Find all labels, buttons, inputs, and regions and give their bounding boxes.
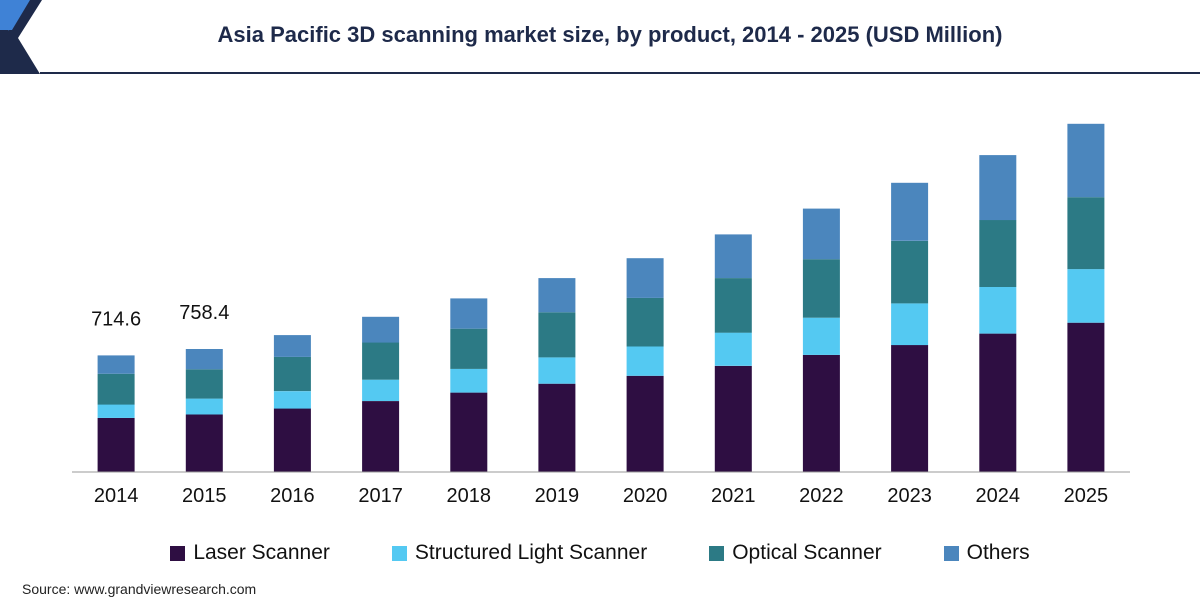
bar-2016-laser-scanner — [273, 408, 311, 472]
x-tick-label-2022: 2022 — [799, 485, 844, 507]
bar-2022-structured-light-scanner — [802, 317, 840, 355]
bar-2014-laser-scanner — [97, 417, 135, 472]
bar-2015-laser-scanner — [185, 414, 223, 472]
x-tick-label-2015: 2015 — [182, 485, 227, 507]
bar-2024-optical-scanner — [979, 220, 1017, 287]
bar-2014-structured-light-scanner — [97, 404, 135, 418]
x-tick-label-2020: 2020 — [623, 485, 668, 507]
bar-2016-others — [273, 335, 311, 357]
bar-2022-others — [802, 208, 840, 260]
bar-2017-structured-light-scanner — [362, 379, 400, 401]
x-tick-labels: 2014 2015 2016 2017 2018 2019 2020 2021 2022 2023… — [94, 485, 1108, 507]
x-tick-label-2024: 2024 — [976, 485, 1021, 507]
x-tick-label-2016: 2016 — [270, 485, 315, 507]
bar-2024-others — [979, 155, 1017, 221]
legend: Laser Scanner Structured Light Scanner Opt… — [0, 539, 1200, 567]
bar-2020-structured-light-scanner — [626, 346, 664, 376]
bar-2018-others — [450, 298, 488, 329]
x-tick-label-2021: 2021 — [711, 485, 756, 507]
bar-2021-laser-scanner — [714, 365, 752, 472]
legend-swatch-laser-scanner — [170, 545, 186, 561]
bar-2017-others — [362, 316, 400, 343]
bar-2018-optical-scanner — [450, 328, 488, 369]
legend-label-laser-scanner: Laser Scanner — [193, 541, 330, 564]
chart-title: Asia Pacific 3D scanning market size, by… — [217, 22, 1003, 47]
bar-2020-laser-scanner — [626, 375, 664, 472]
bar-layer — [97, 123, 1105, 472]
x-tick-label-2023: 2023 — [887, 485, 932, 507]
bar-2021-structured-light-scanner — [714, 332, 752, 366]
bar-2020-others — [626, 258, 664, 298]
bar-2021-others — [714, 234, 752, 278]
legend-item-optical-scanner: Optical Scanner — [709, 541, 882, 565]
legend-swatch-structured-light-scanner — [391, 545, 407, 561]
bar-2023-structured-light-scanner — [891, 303, 929, 346]
bar-2024-laser-scanner — [979, 333, 1017, 472]
stacked-bar-chart: 2014 2015 2016 2017 2018 2019 2020 2021 2022 2023… — [72, 123, 1130, 507]
x-tick-label-2018: 2018 — [447, 485, 492, 507]
bar-2020-optical-scanner — [626, 297, 664, 347]
bar-2017-laser-scanner — [362, 401, 400, 472]
bar-2022-optical-scanner — [802, 259, 840, 318]
bar-2016-structured-light-scanner — [273, 391, 311, 409]
bar-2014-others — [97, 355, 135, 374]
bar-2016-optical-scanner — [273, 356, 311, 392]
bar-2021-optical-scanner — [714, 278, 752, 333]
legend-swatch-optical-scanner — [709, 545, 725, 561]
bar-2015-structured-light-scanner — [185, 398, 223, 415]
legend-label-others: Others — [966, 541, 1030, 564]
x-tick-label-2017: 2017 — [358, 485, 403, 507]
bar-2022-laser-scanner — [802, 354, 840, 472]
bar-2014-optical-scanner — [97, 373, 135, 405]
data-labels: 714.6 758.4 — [91, 302, 229, 330]
bar-2017-optical-scanner — [362, 342, 400, 380]
source-note: Source: www.grandviewresearch.com — [22, 581, 257, 597]
bar-2018-laser-scanner — [450, 392, 488, 472]
bar-2023-optical-scanner — [891, 240, 929, 304]
bar-2025-laser-scanner — [1067, 322, 1105, 472]
bar-2018-structured-light-scanner — [450, 368, 488, 393]
legend-item-others: Others — [943, 541, 1030, 565]
bar-2019-optical-scanner — [538, 312, 576, 358]
bar-2025-optical-scanner — [1067, 197, 1105, 270]
bar-2023-laser-scanner — [891, 345, 929, 472]
legend-item-laser-scanner: Laser Scanner — [170, 541, 330, 565]
legend-item-structured-light-scanner: Structured Light Scanner — [391, 541, 648, 565]
bar-2019-structured-light-scanner — [538, 357, 576, 384]
legend-label-optical-scanner: Optical Scanner — [732, 541, 882, 564]
x-tick-label-2014: 2014 — [94, 485, 139, 507]
bar-2015-others — [185, 349, 223, 370]
x-tick-label-2019: 2019 — [535, 485, 580, 507]
legend-swatch-others — [943, 545, 959, 561]
bar-2025-others — [1067, 123, 1105, 198]
title-underline — [40, 72, 1200, 74]
legend-label-structured-light-scanner: Structured Light Scanner — [414, 541, 648, 564]
bar-2023-others — [891, 182, 929, 241]
data-label-2015: 758.4 — [179, 302, 229, 324]
data-label-2014: 714.6 — [91, 308, 141, 330]
bar-2024-structured-light-scanner — [979, 287, 1017, 334]
corner-banner — [0, 0, 42, 74]
bar-2019-laser-scanner — [538, 383, 576, 472]
bar-2025-structured-light-scanner — [1067, 269, 1105, 323]
banner-accent-line — [7, 0, 27, 31]
bar-2015-optical-scanner — [185, 369, 223, 399]
bar-2019-others — [538, 278, 576, 313]
x-tick-label-2025: 2025 — [1064, 485, 1109, 507]
